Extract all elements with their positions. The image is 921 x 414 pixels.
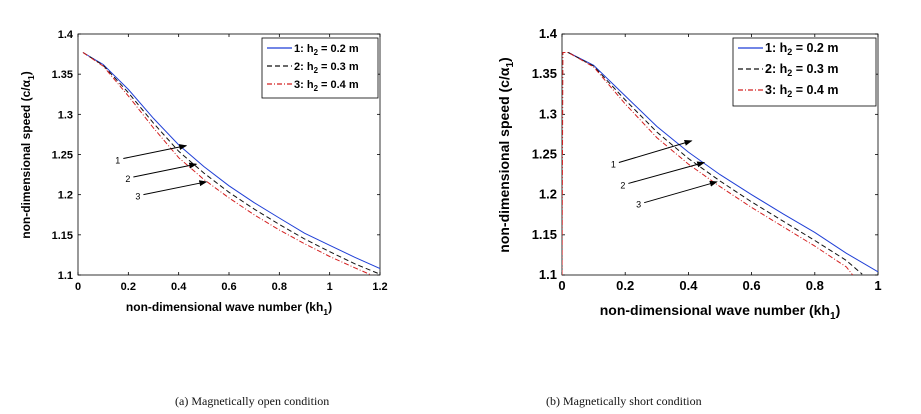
y-tick-label: 1.15	[532, 227, 557, 242]
y-tick-label: 1.2	[58, 190, 73, 202]
annotation-arrow-2	[628, 161, 706, 184]
series-line-3	[82, 52, 373, 275]
legend-entry-1: 1: h2 = 0.2 m	[294, 43, 359, 57]
annotation-label-3: 3	[135, 192, 140, 202]
legend-entry-1: 1: h2 = 0.2 m	[765, 41, 838, 57]
series-line-2	[82, 52, 380, 275]
y-tick-label: 1.2	[539, 187, 557, 202]
series-line-2	[568, 52, 863, 275]
series-line-1	[82, 52, 380, 270]
y-tick-label: 1.4	[58, 29, 74, 41]
x-tick-label: 0.4	[171, 281, 187, 293]
legend-entry-2: 2: h2 = 0.3 m	[765, 62, 838, 78]
y-tick-label: 1.3	[539, 106, 557, 121]
annotation-arrow-1	[618, 139, 693, 164]
annotation-label-3: 3	[636, 200, 641, 210]
y-tick-label: 1.35	[532, 66, 557, 81]
x-tick-label: 0.2	[121, 281, 136, 293]
annotation-label-2: 2	[125, 174, 130, 184]
annotation-arrow-3	[644, 180, 718, 204]
legend-entry-2: 2: h2 = 0.3 m	[294, 61, 359, 75]
legend-entry-3: 3: h2 = 0.4 m	[765, 83, 838, 99]
annotation-arrow-2	[133, 162, 198, 178]
chart-b: 0 0.2 0.4 0.6 0.8 11.11.151.21.251.31.351.412…	[496, 26, 882, 322]
x-axis-label: non-dimensional wave number (kh1)	[600, 302, 841, 322]
legend-box	[732, 37, 877, 107]
y-tick-label: 1.35	[52, 69, 73, 81]
x-tick-label: 0	[558, 278, 565, 293]
x-tick-label: 0	[75, 281, 81, 293]
legend-entry-3: 3: h2 = 0.4 m	[294, 79, 359, 93]
annotation-label-1: 1	[115, 156, 120, 166]
annotation-arrow-1	[123, 144, 188, 160]
annotation-label-2: 2	[620, 180, 625, 190]
x-tick-label: 1	[327, 281, 333, 293]
x-tick-label: 0.8	[806, 278, 824, 293]
x-tick-label: 0.4	[679, 278, 698, 293]
chart-a: 0 0.2 0.4 0.6 0.8 1 1.2 1.1 1.15 1.2 1.25 1.3 1.35 1.…	[19, 29, 388, 317]
y-tick-label: 1.25	[532, 147, 557, 162]
y-tick-label: 1.1	[539, 267, 557, 282]
y-tick-label: 1.25	[52, 150, 73, 162]
x-axis-label: non-dimensional wave number (kh1)	[126, 300, 332, 317]
annotation-arrow-3	[143, 180, 208, 196]
caption-a: (a) Magnetically open condition	[175, 394, 330, 408]
y-axis-label: non-dimensional speed (c/α1)	[19, 71, 36, 239]
y-tick-label: 1.15	[52, 230, 73, 242]
y-tick-label: 1.1	[58, 270, 73, 282]
x-tick-label: 1.2	[372, 281, 387, 293]
x-tick-label: 0.8	[272, 281, 287, 293]
x-tick-label: 1	[874, 278, 881, 293]
x-tick-label: 0.6	[743, 278, 761, 293]
annotation-label-1: 1	[611, 160, 616, 170]
x-tick-label: 0.6	[221, 281, 236, 293]
y-tick-label: 1.4	[539, 26, 558, 41]
caption-b: (b) Magnetically short condition	[546, 394, 702, 408]
series-line-3	[562, 52, 854, 275]
y-axis-label: non-dimensional speed (c/α1)	[496, 57, 516, 252]
y-tick-label: 1.3	[58, 109, 73, 121]
series-line-1	[568, 52, 878, 273]
x-tick-label: 0.2	[616, 278, 634, 293]
